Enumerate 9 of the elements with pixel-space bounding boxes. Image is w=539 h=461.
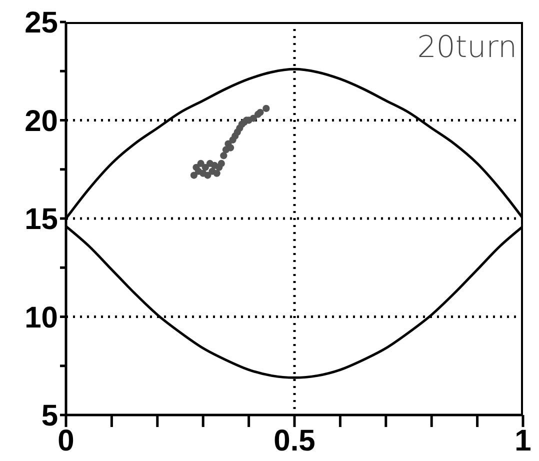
annotation: 20turn — [417, 30, 517, 65]
y-tick-label: 5 — [41, 400, 58, 433]
x-tick-label: 0 — [58, 424, 74, 458]
y-tick-label: 20 — [24, 104, 58, 138]
y-tick-label: 10 — [24, 301, 58, 334]
x-tick-label: 1 — [514, 424, 532, 458]
x-tick-label: 0.5 — [274, 424, 316, 458]
y-tick-label: 25 — [24, 6, 58, 40]
y-tick-label: 15 — [24, 203, 58, 236]
